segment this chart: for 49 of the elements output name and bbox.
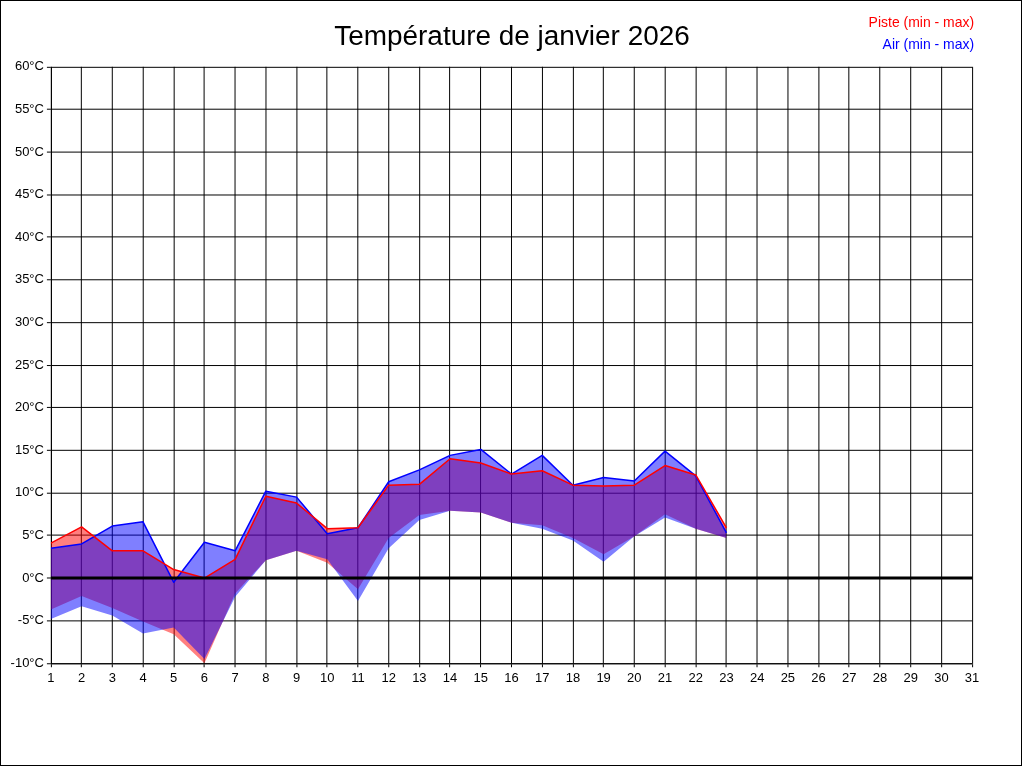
x-tick-label: 26 [811,669,826,685]
x-tick-label: 16 [504,669,519,685]
x-tick-label: 24 [749,669,765,685]
x-tick-label: 9 [292,669,301,685]
chart-title: Température de janvier 2026 [334,19,690,51]
text: Piste (min - max) [868,13,975,30]
y-tick-label: 0°C [22,569,44,585]
y-tick-label: 25°C [14,356,44,372]
y-tick-label: 30°C [14,314,44,330]
y-tick-label: 10°C [14,484,44,500]
x-tick-label: 19 [596,669,611,685]
x-tick-label: 21 [657,669,673,685]
y-tick-label: 15°C [14,441,44,457]
x-tick-label: 7 [231,669,239,685]
x-tick-label: 20 [627,669,642,685]
x-tick-label: 3 [108,669,116,685]
x-tick-label: 5 [170,669,178,685]
x-tick-label: 10 [320,669,335,685]
y-tick-label: 55°C [14,101,44,116]
y-tick-label: 60°C [14,58,44,74]
x-tick-label: 30 [934,669,949,685]
x-tick-label: 22 [688,669,703,685]
x-tick-label: 1 [47,669,55,685]
y-tick-label: 45°C [14,186,44,202]
y-tick-label: 20°C [14,399,44,415]
x-tick-label: 6 [200,669,209,685]
text: Air (min - max) [882,35,975,52]
y-tick-label: 40°C [14,228,44,244]
x-tick-label: 13 [412,669,427,685]
x-tick-label: 27 [842,669,857,685]
y-tick-label: -5°C [17,612,44,628]
x-tick-label: 11 [351,669,365,685]
x-tick-label: 8 [262,669,270,685]
y-tick-label: 50°C [14,143,44,159]
x-tick-label: 14 [442,669,458,685]
x-tick-label: 25 [780,669,796,685]
x-tick-label: 31 [964,669,980,685]
x-tick-label: 28 [872,669,888,685]
x-tick-label: 2 [78,669,86,685]
x-tick-label: 4 [139,669,147,685]
x-tick-label: 17 [534,669,550,685]
x-tick-label: 29 [903,669,918,685]
x-tick-label: 18 [565,669,581,685]
y-tick-label: 5°C [22,527,44,543]
x-tick-label: 12 [381,669,396,685]
x-tick-label: 15 [473,669,489,685]
y-tick-label: -10°C [10,654,44,670]
y-tick-label: 35°C [14,271,44,287]
x-tick-label: 23 [719,669,734,685]
